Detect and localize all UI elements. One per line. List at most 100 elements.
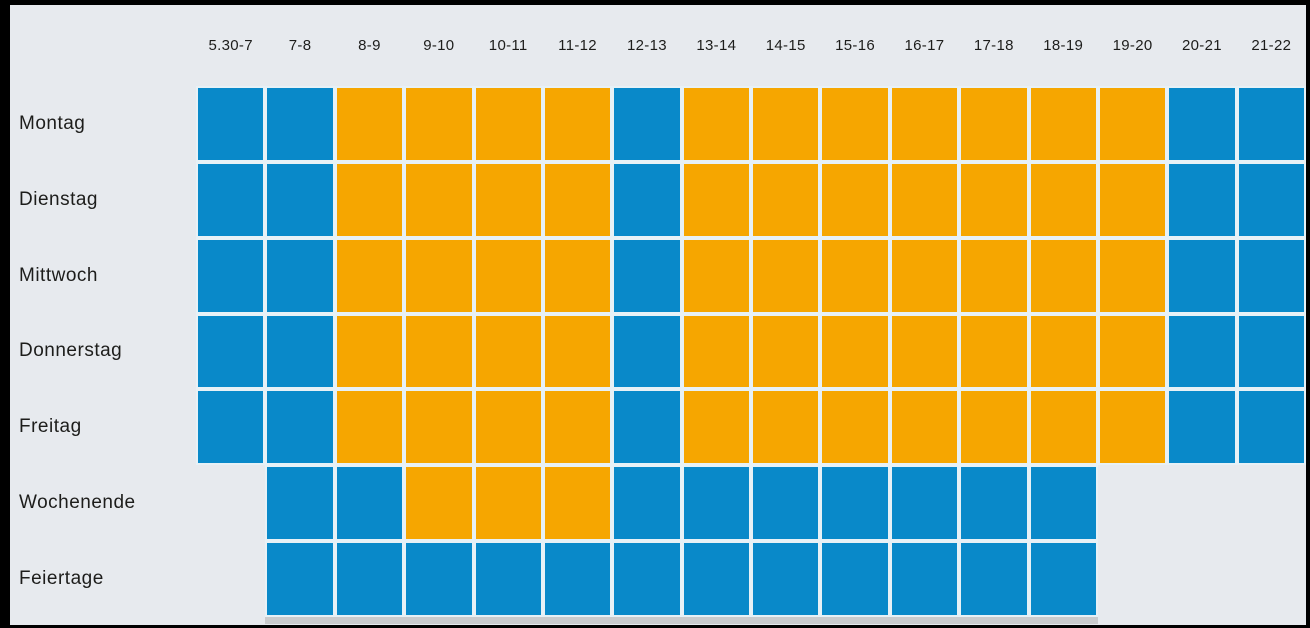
schedule-cell — [542, 465, 613, 542]
time-column-header-19-20: 19-20 — [1112, 37, 1153, 54]
schedule-cell — [1167, 389, 1237, 466]
schedule-cell — [889, 541, 960, 617]
schedule-cell — [473, 541, 543, 617]
empty-cell — [1098, 541, 1167, 617]
schedule-cell — [751, 237, 821, 314]
schedule-cell — [1028, 86, 1098, 162]
time-column-header-7-8: 7-8 — [288, 37, 312, 54]
row-label-freitag: Freitag — [19, 416, 82, 438]
schedule-cell — [542, 86, 613, 162]
schedule-cell — [959, 313, 1029, 390]
schedule-cell — [751, 313, 821, 390]
schedule-cell — [751, 86, 821, 162]
schedule-cell — [889, 161, 960, 238]
schedule-cell — [1097, 161, 1168, 238]
schedule-cell — [889, 389, 960, 466]
time-column-header-12-13: 12-13 — [627, 37, 667, 54]
schedule-cell — [1236, 161, 1306, 238]
schedule-cell — [196, 237, 266, 314]
row-label-dienstag: Dienstag — [19, 188, 98, 210]
schedule-cell — [196, 161, 266, 238]
schedule-cell — [404, 237, 474, 314]
schedule-cell — [404, 465, 474, 542]
schedule-cell — [751, 465, 821, 542]
schedule-cell — [1028, 161, 1098, 238]
schedule-cell — [1028, 237, 1098, 314]
empty-cell — [196, 465, 265, 541]
time-column-header-21-22: 21-22 — [1251, 37, 1292, 54]
schedule-cell — [889, 86, 960, 162]
schedule-cell — [265, 237, 335, 314]
schedule-cell — [265, 313, 335, 390]
schedule-cell — [404, 313, 474, 390]
schedule-cell — [751, 389, 821, 466]
schedule-cell — [612, 86, 682, 162]
schedule-cell — [1236, 237, 1306, 314]
empty-cell — [196, 541, 265, 617]
schedule-cell — [820, 465, 890, 542]
row-label-mittwoch: Mittwoch — [19, 264, 98, 286]
empty-cell — [1237, 465, 1306, 541]
schedule-cell — [334, 313, 405, 390]
schedule-cell — [1167, 161, 1237, 238]
time-column-header-9-10: 9-10 — [423, 37, 455, 54]
schedule-cell — [334, 161, 405, 238]
schedule-cell — [1097, 313, 1168, 390]
schedule-cell — [542, 541, 613, 617]
time-column-header-8-9: 8-9 — [358, 37, 381, 54]
schedule-cell — [1167, 313, 1237, 390]
schedule-cell — [334, 465, 405, 542]
schedule-cell — [889, 465, 960, 542]
schedule-cell — [1167, 237, 1237, 314]
schedule-cell — [681, 161, 751, 238]
schedule-cell — [542, 237, 613, 314]
schedule-cell — [612, 541, 682, 617]
schedule-cell — [334, 86, 405, 162]
schedule-cell — [820, 313, 890, 390]
schedule-cell — [1028, 465, 1098, 542]
schedule-cell — [196, 313, 266, 390]
schedule-cell — [1097, 86, 1168, 162]
row-label-wochenende: Wochenende — [19, 492, 136, 514]
time-column-header-11-12: 11-12 — [558, 37, 597, 54]
schedule-cell — [959, 465, 1029, 542]
row-label-montag: Montag — [19, 112, 86, 134]
time-column-header-5-30-7: 5.30-7 — [208, 37, 253, 54]
time-column-header-15-16: 15-16 — [835, 37, 875, 54]
schedule-cell — [1167, 86, 1237, 162]
schedule-cell — [889, 313, 960, 390]
schedule-cell — [1236, 313, 1306, 390]
schedule-cell — [473, 161, 543, 238]
schedule-cell — [473, 313, 543, 390]
empty-cell — [1167, 541, 1236, 617]
row-label-feiertage: Feiertage — [19, 568, 104, 590]
schedule-cell — [612, 313, 682, 390]
schedule-cell — [473, 237, 543, 314]
schedule-cell — [542, 161, 613, 238]
schedule-cell — [681, 313, 751, 390]
bottom-row-shadow — [265, 617, 1098, 624]
schedule-cell — [473, 465, 543, 542]
schedule-cell — [265, 541, 335, 617]
time-column-header-14-15: 14-15 — [765, 37, 806, 54]
schedule-cell — [820, 541, 890, 617]
schedule-cell — [265, 465, 335, 542]
time-column-header-10-11: 10-11 — [488, 37, 528, 54]
schedule-cell — [404, 86, 474, 162]
schedule-cell — [959, 237, 1029, 314]
time-column-header-18-19: 18-19 — [1043, 37, 1084, 54]
schedule-cell — [542, 389, 613, 466]
grid-corner — [10, 5, 196, 86]
schedule-cell — [334, 389, 405, 466]
schedule-cell — [265, 161, 335, 238]
schedule-cell — [751, 541, 821, 617]
schedule-cell — [820, 237, 890, 314]
time-column-header-16-17: 16-17 — [904, 37, 945, 54]
time-column-header-20-21: 20-21 — [1182, 37, 1222, 54]
schedule-cell — [1028, 313, 1098, 390]
schedule-cell — [612, 161, 682, 238]
schedule-cell — [404, 541, 474, 617]
schedule-cell — [1236, 389, 1306, 466]
schedule-cell — [681, 465, 751, 542]
schedule-cell — [265, 389, 335, 466]
